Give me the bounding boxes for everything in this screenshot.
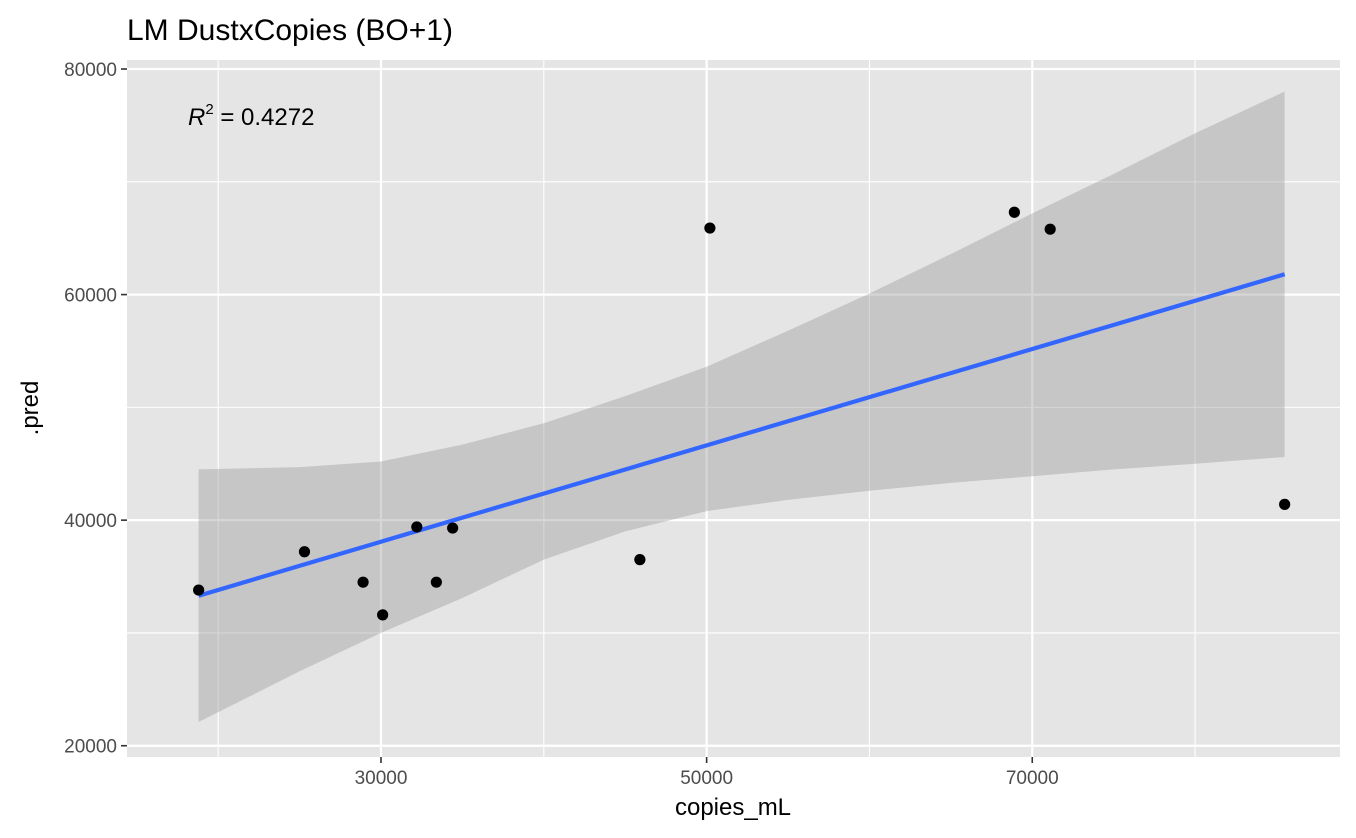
x-tick-label: 30000: [355, 768, 408, 789]
plot-panel: [127, 60, 1340, 757]
minor-gridlines: [127, 60, 1340, 757]
data-point: [447, 522, 459, 534]
y-tick-label: 40000: [64, 511, 117, 532]
r-squared-value: = 0.4272: [214, 104, 315, 131]
y-tick-label: 60000: [64, 286, 117, 307]
data-point: [1279, 498, 1291, 510]
axis-ticks: [121, 68, 1034, 763]
r-symbol: R: [188, 104, 205, 131]
data-point: [411, 521, 423, 533]
x-axis-label: copies_mL: [675, 794, 791, 821]
y-tick-labels: 20000 40000 60000 80000: [64, 60, 117, 758]
data-point: [1008, 206, 1020, 218]
regression-line: [198, 272, 1286, 598]
data-point: [298, 546, 311, 558]
major-gridlines: [127, 60, 1340, 757]
y-tick-label: 20000: [64, 737, 117, 758]
r-superscript: 2: [205, 101, 213, 118]
chart-title: LM DustxCopies (BO+1): [127, 14, 453, 47]
data-point: [634, 554, 646, 566]
y-tick-label: 80000: [64, 60, 117, 81]
x-tick-label: 50000: [680, 768, 733, 789]
x-tick-labels: 30000 50000 70000: [355, 768, 1059, 789]
data-point: [430, 576, 442, 588]
data-points: [193, 206, 1291, 621]
data-point: [357, 576, 369, 588]
x-tick-label: 70000: [1006, 768, 1059, 789]
data-point: [1044, 223, 1056, 235]
r-squared-annotation: R2 = 0.4272: [188, 101, 314, 131]
confidence-band: [198, 91, 1285, 723]
data-point: [704, 222, 716, 234]
data-point: [193, 584, 205, 596]
data-point: [377, 609, 389, 621]
y-axis-label: .pred: [17, 381, 44, 436]
